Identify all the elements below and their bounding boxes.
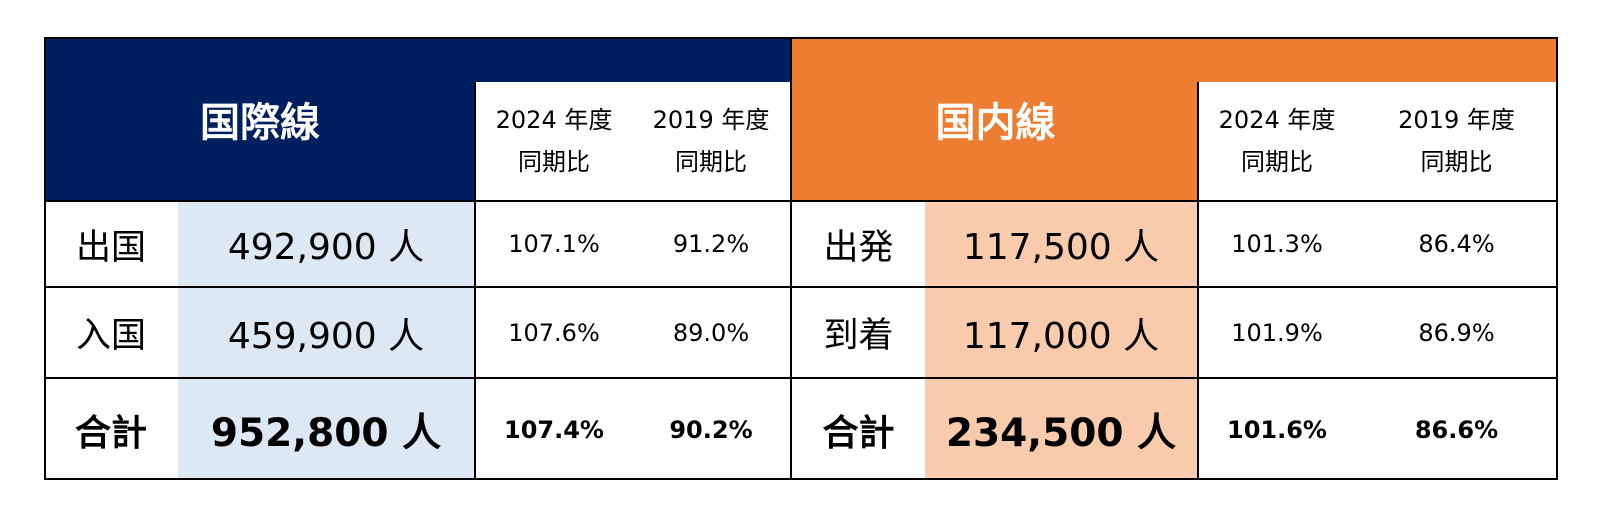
domestic-period-2024-line1: 2024 年度 (1218, 106, 1336, 134)
domestic-period-2024: 2024 年度 同期比 (1197, 82, 1357, 202)
international-header-band (474, 37, 792, 82)
domestic-period-2019-line2: 同期比 (1420, 148, 1493, 176)
international-row-count: 459,900 人 (178, 288, 476, 379)
international-period-2024-line1: 2024 年度 (495, 106, 613, 134)
international-total-count: 952,800 人 (178, 379, 476, 480)
international-period-2019-line2: 同期比 (675, 148, 747, 176)
international-total-vs2019: 90.2% (632, 379, 792, 480)
domestic-row-vs2024: 101.3% (1197, 202, 1357, 288)
international-total-vs2024: 107.4% (474, 379, 634, 480)
international-total-label: 合計 (44, 379, 180, 480)
domestic-title: 国内線 (792, 37, 1199, 202)
domestic-row-label: 到着 (790, 288, 927, 379)
international-row-vs2019: 91.2% (632, 202, 792, 288)
passenger-summary-table: 国際線 2024 年度 同期比 2019 年度 同期比 国内線 2024 年度 … (44, 37, 1558, 480)
domestic-total-vs2019: 86.6% (1355, 379, 1558, 480)
domestic-header-band (1197, 37, 1558, 82)
international-row-vs2019: 89.0% (632, 288, 792, 379)
international-period-2024: 2024 年度 同期比 (474, 82, 634, 202)
domestic-row-count: 117,500 人 (925, 202, 1199, 288)
domestic-total-count: 234,500 人 (925, 379, 1199, 480)
international-period-2019: 2019 年度 同期比 (632, 82, 792, 202)
international-row-label: 出国 (44, 202, 180, 288)
international-period-2024-line2: 同期比 (518, 148, 590, 176)
domestic-row-vs2019: 86.4% (1355, 202, 1558, 288)
international-row-vs2024: 107.6% (474, 288, 634, 379)
domestic-period-2024-line2: 同期比 (1241, 148, 1313, 176)
domestic-period-2019: 2019 年度 同期比 (1355, 82, 1558, 202)
domestic-row-count: 117,000 人 (925, 288, 1199, 379)
domestic-row-vs2024: 101.9% (1197, 288, 1357, 379)
international-row-label: 入国 (44, 288, 180, 379)
domestic-period-2019-line1: 2019 年度 (1398, 106, 1515, 134)
domestic-total-label: 合計 (790, 379, 927, 480)
international-row-count: 492,900 人 (178, 202, 476, 288)
international-period-2019-line1: 2019 年度 (652, 106, 770, 134)
international-title: 国際線 (44, 37, 476, 202)
domestic-total-vs2024: 101.6% (1197, 379, 1357, 480)
international-row-vs2024: 107.1% (474, 202, 634, 288)
domestic-row-label: 出発 (790, 202, 927, 288)
domestic-row-vs2019: 86.9% (1355, 288, 1558, 379)
